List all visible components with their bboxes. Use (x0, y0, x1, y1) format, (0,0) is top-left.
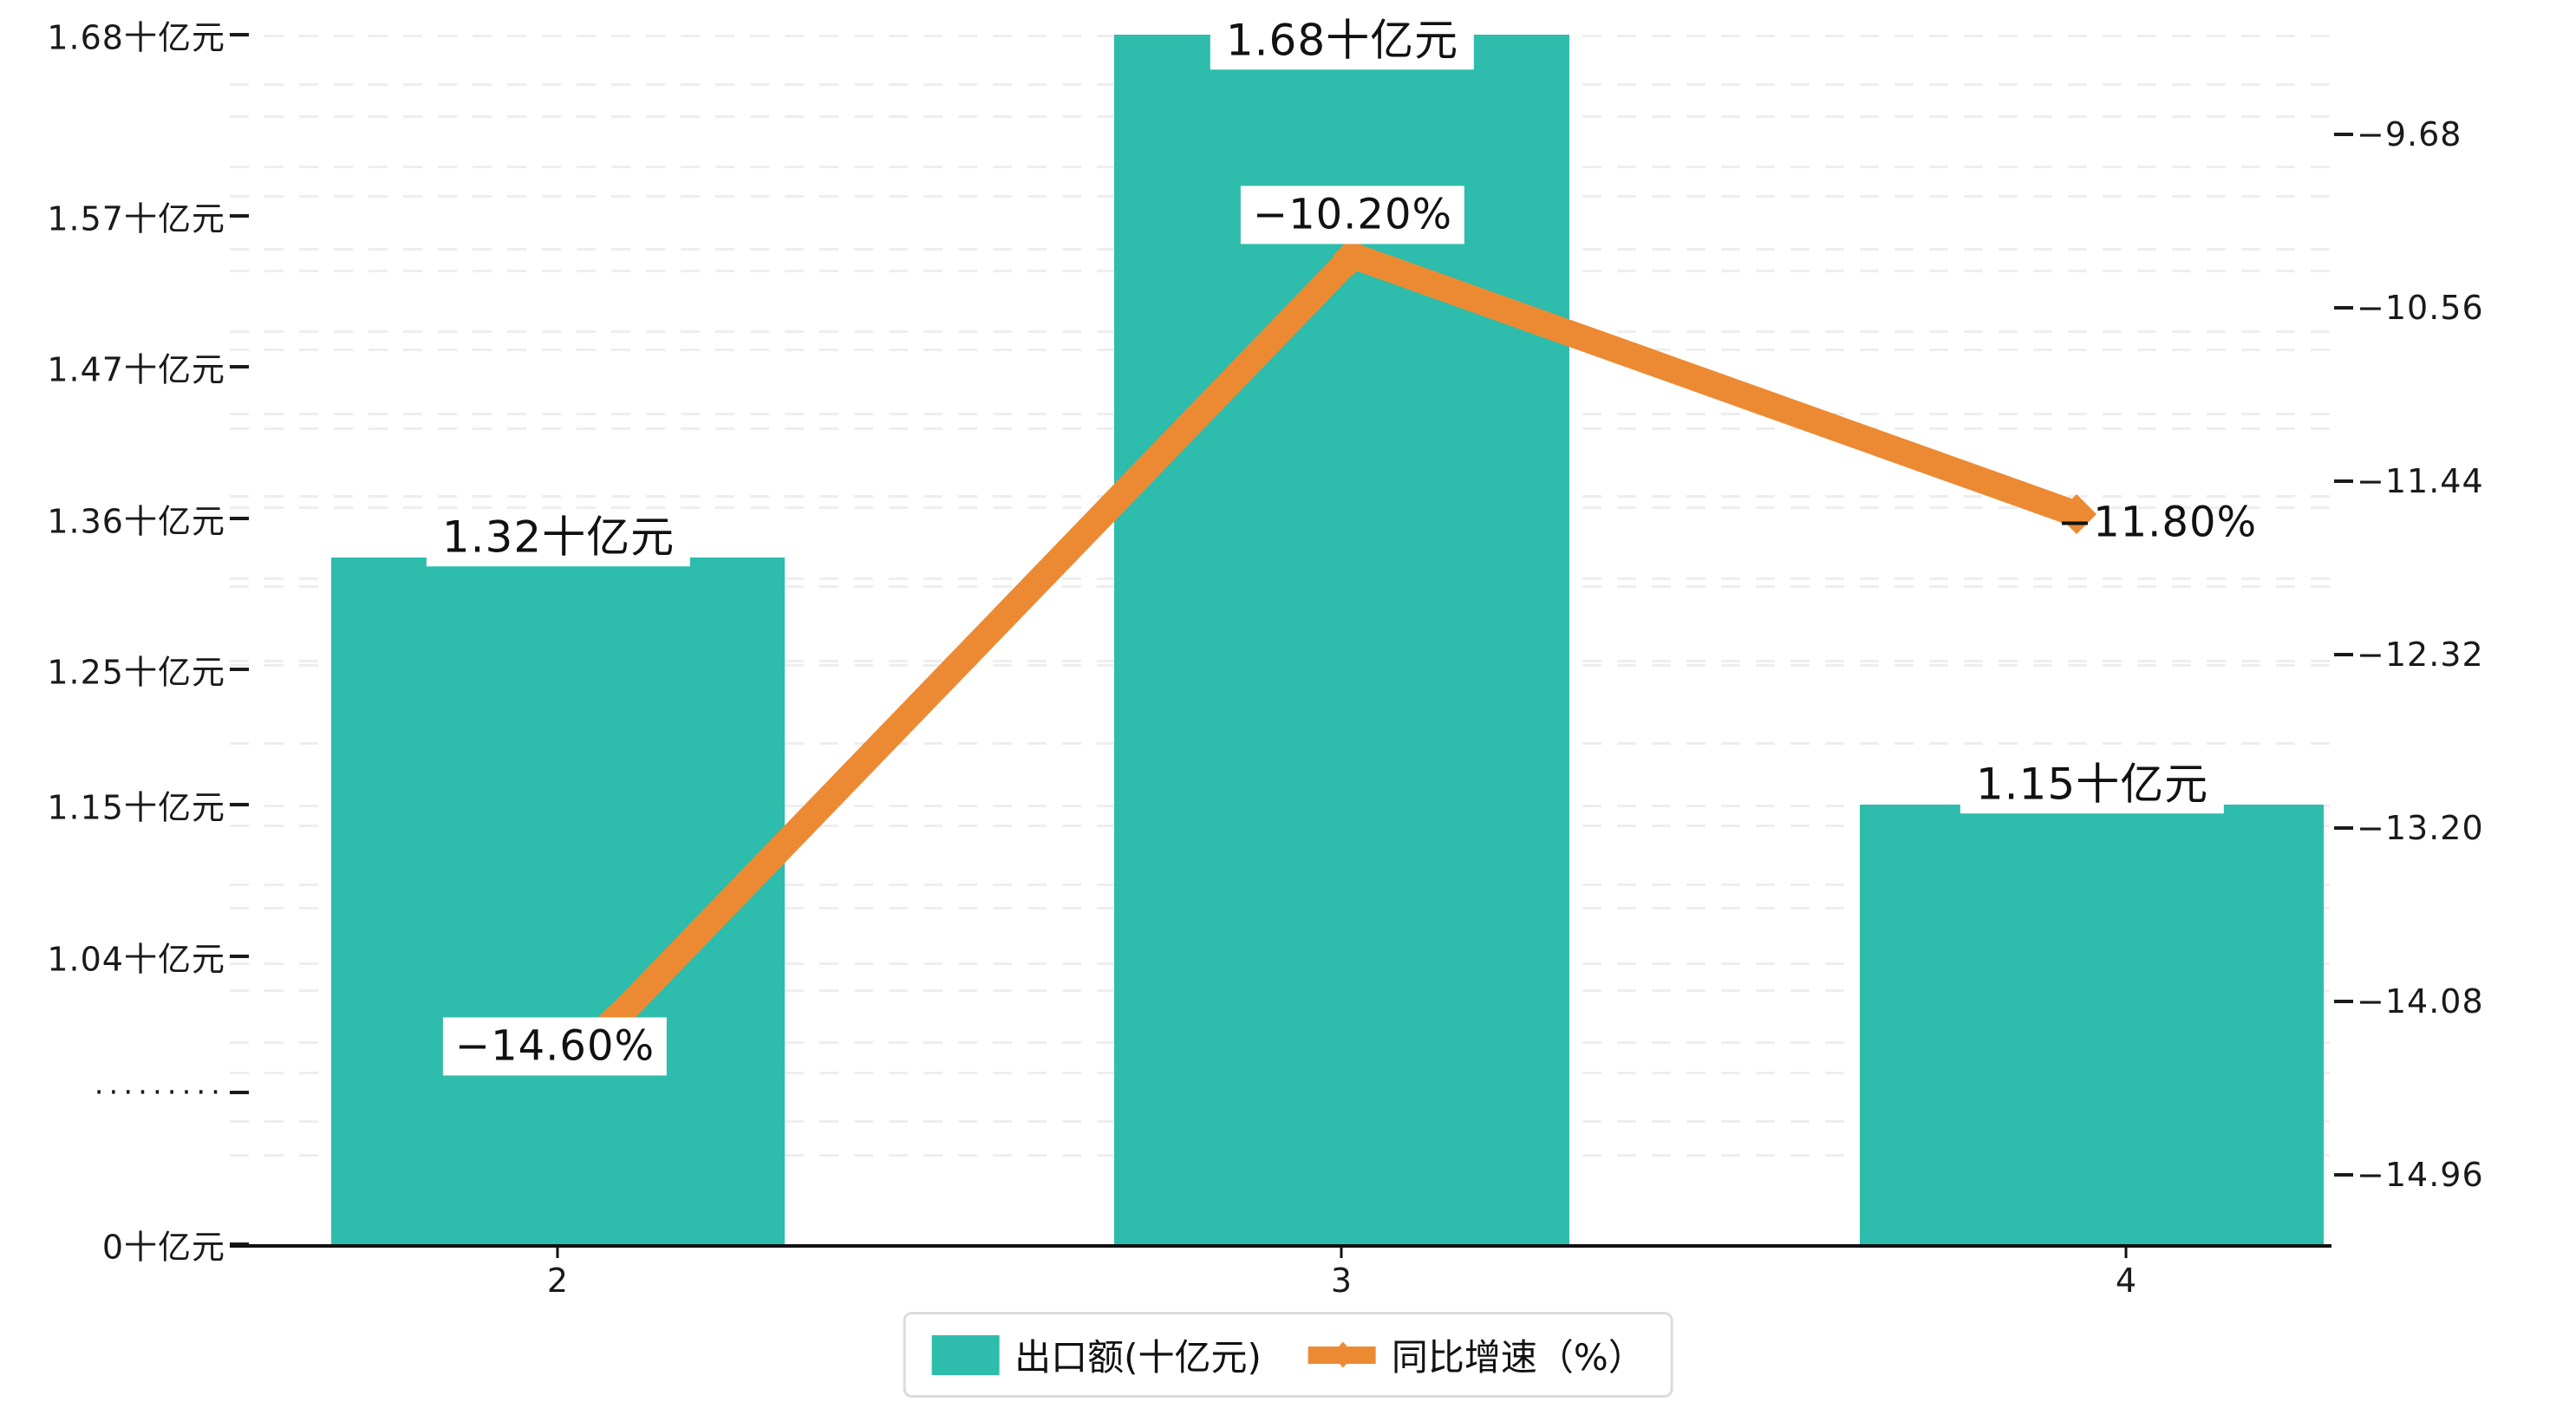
right-axis-label: −14.08 (2357, 982, 2484, 1020)
bar-category-2[interactable] (331, 558, 785, 1244)
right-axis-tickmark (2334, 133, 2353, 136)
x-axis-label-3: 3 (1330, 1262, 1353, 1300)
right-axis-tickmark (2334, 1173, 2353, 1177)
left-axis-tickmark (230, 803, 249, 806)
line-data-label-3: −10.20% (1240, 186, 1465, 245)
left-axis-tickmark (230, 33, 249, 36)
bar-data-label-2: 1.32十亿元 (426, 509, 691, 566)
left-axis-label: 1.36十亿元 (47, 502, 225, 541)
right-axis-label: −13.20 (2357, 809, 2484, 847)
left-axis-label: 1.25十亿元 (47, 653, 225, 692)
left-axis-label: 1.68十亿元 (47, 18, 225, 57)
x-axis-label-4: 4 (2115, 1262, 2137, 1300)
x-axis-label-2: 2 (546, 1262, 569, 1300)
x-axis-line (230, 1244, 2331, 1248)
right-axis-label: −9.68 (2357, 115, 2462, 153)
right-axis-tickmark (2334, 479, 2353, 483)
left-axis-tickmark (230, 1091, 249, 1094)
bar-data-label-4: 1.15十亿元 (1960, 756, 2225, 813)
left-axis-label: 1.04十亿元 (47, 940, 225, 979)
left-axis-tickmark (230, 517, 249, 520)
legend-label-growth-rate: 同比增速（%） (1391, 1336, 1645, 1379)
right-axis-tickmark (2334, 826, 2353, 830)
line-data-label-4: −11.80% (2057, 498, 2258, 547)
bar-category-4[interactable] (1860, 805, 2324, 1244)
left-axis-label: 0十亿元 (101, 1228, 225, 1267)
x-axis-tickmark (556, 1244, 559, 1258)
left-axis-label: 1.15十亿元 (47, 788, 225, 827)
right-axis-tickmark (2334, 306, 2353, 310)
bar-data-label-3: 1.68十亿元 (1210, 12, 1475, 69)
right-axis-label: −11.44 (2357, 462, 2484, 500)
legend-item-growth-rate[interactable]: 同比增速（%） (1308, 1328, 1645, 1381)
line-marker-diamond[interactable] (2057, 494, 2097, 534)
left-axis-label: 1.47十亿元 (47, 350, 225, 389)
left-axis-tickmark (230, 668, 249, 671)
right-axis-label: −12.32 (2357, 636, 2484, 674)
left-axis-tickmark (230, 214, 249, 218)
left-axis-label: 1.57十亿元 (47, 199, 225, 238)
line-data-label-2: −14.60% (442, 1017, 668, 1076)
legend-label-export-value: 出口额(十亿元) (1014, 1336, 1262, 1379)
right-axis-label: −10.56 (2357, 289, 2484, 327)
legend-swatch-line-diamond-icon (1308, 1335, 1376, 1375)
line-marker-diamond[interactable] (1333, 236, 1373, 276)
legend-swatch-bar-icon (931, 1334, 1000, 1375)
left-axis-label-ellipsis: ········· (94, 1075, 225, 1110)
legend-item-export-value[interactable]: 出口额(十亿元) (931, 1328, 1262, 1381)
chart-legend: 出口额(十亿元) 同比增速（%） (903, 1312, 1673, 1398)
x-axis-tickmark (2124, 1244, 2128, 1258)
left-axis-tickmark (230, 955, 249, 958)
x-axis-tickmark (1340, 1244, 1343, 1258)
right-axis-label: −14.96 (2357, 1156, 2484, 1194)
right-axis-tickmark (2334, 653, 2353, 656)
right-axis-tickmark (2334, 1000, 2353, 1003)
left-axis-tickmark (230, 365, 249, 368)
